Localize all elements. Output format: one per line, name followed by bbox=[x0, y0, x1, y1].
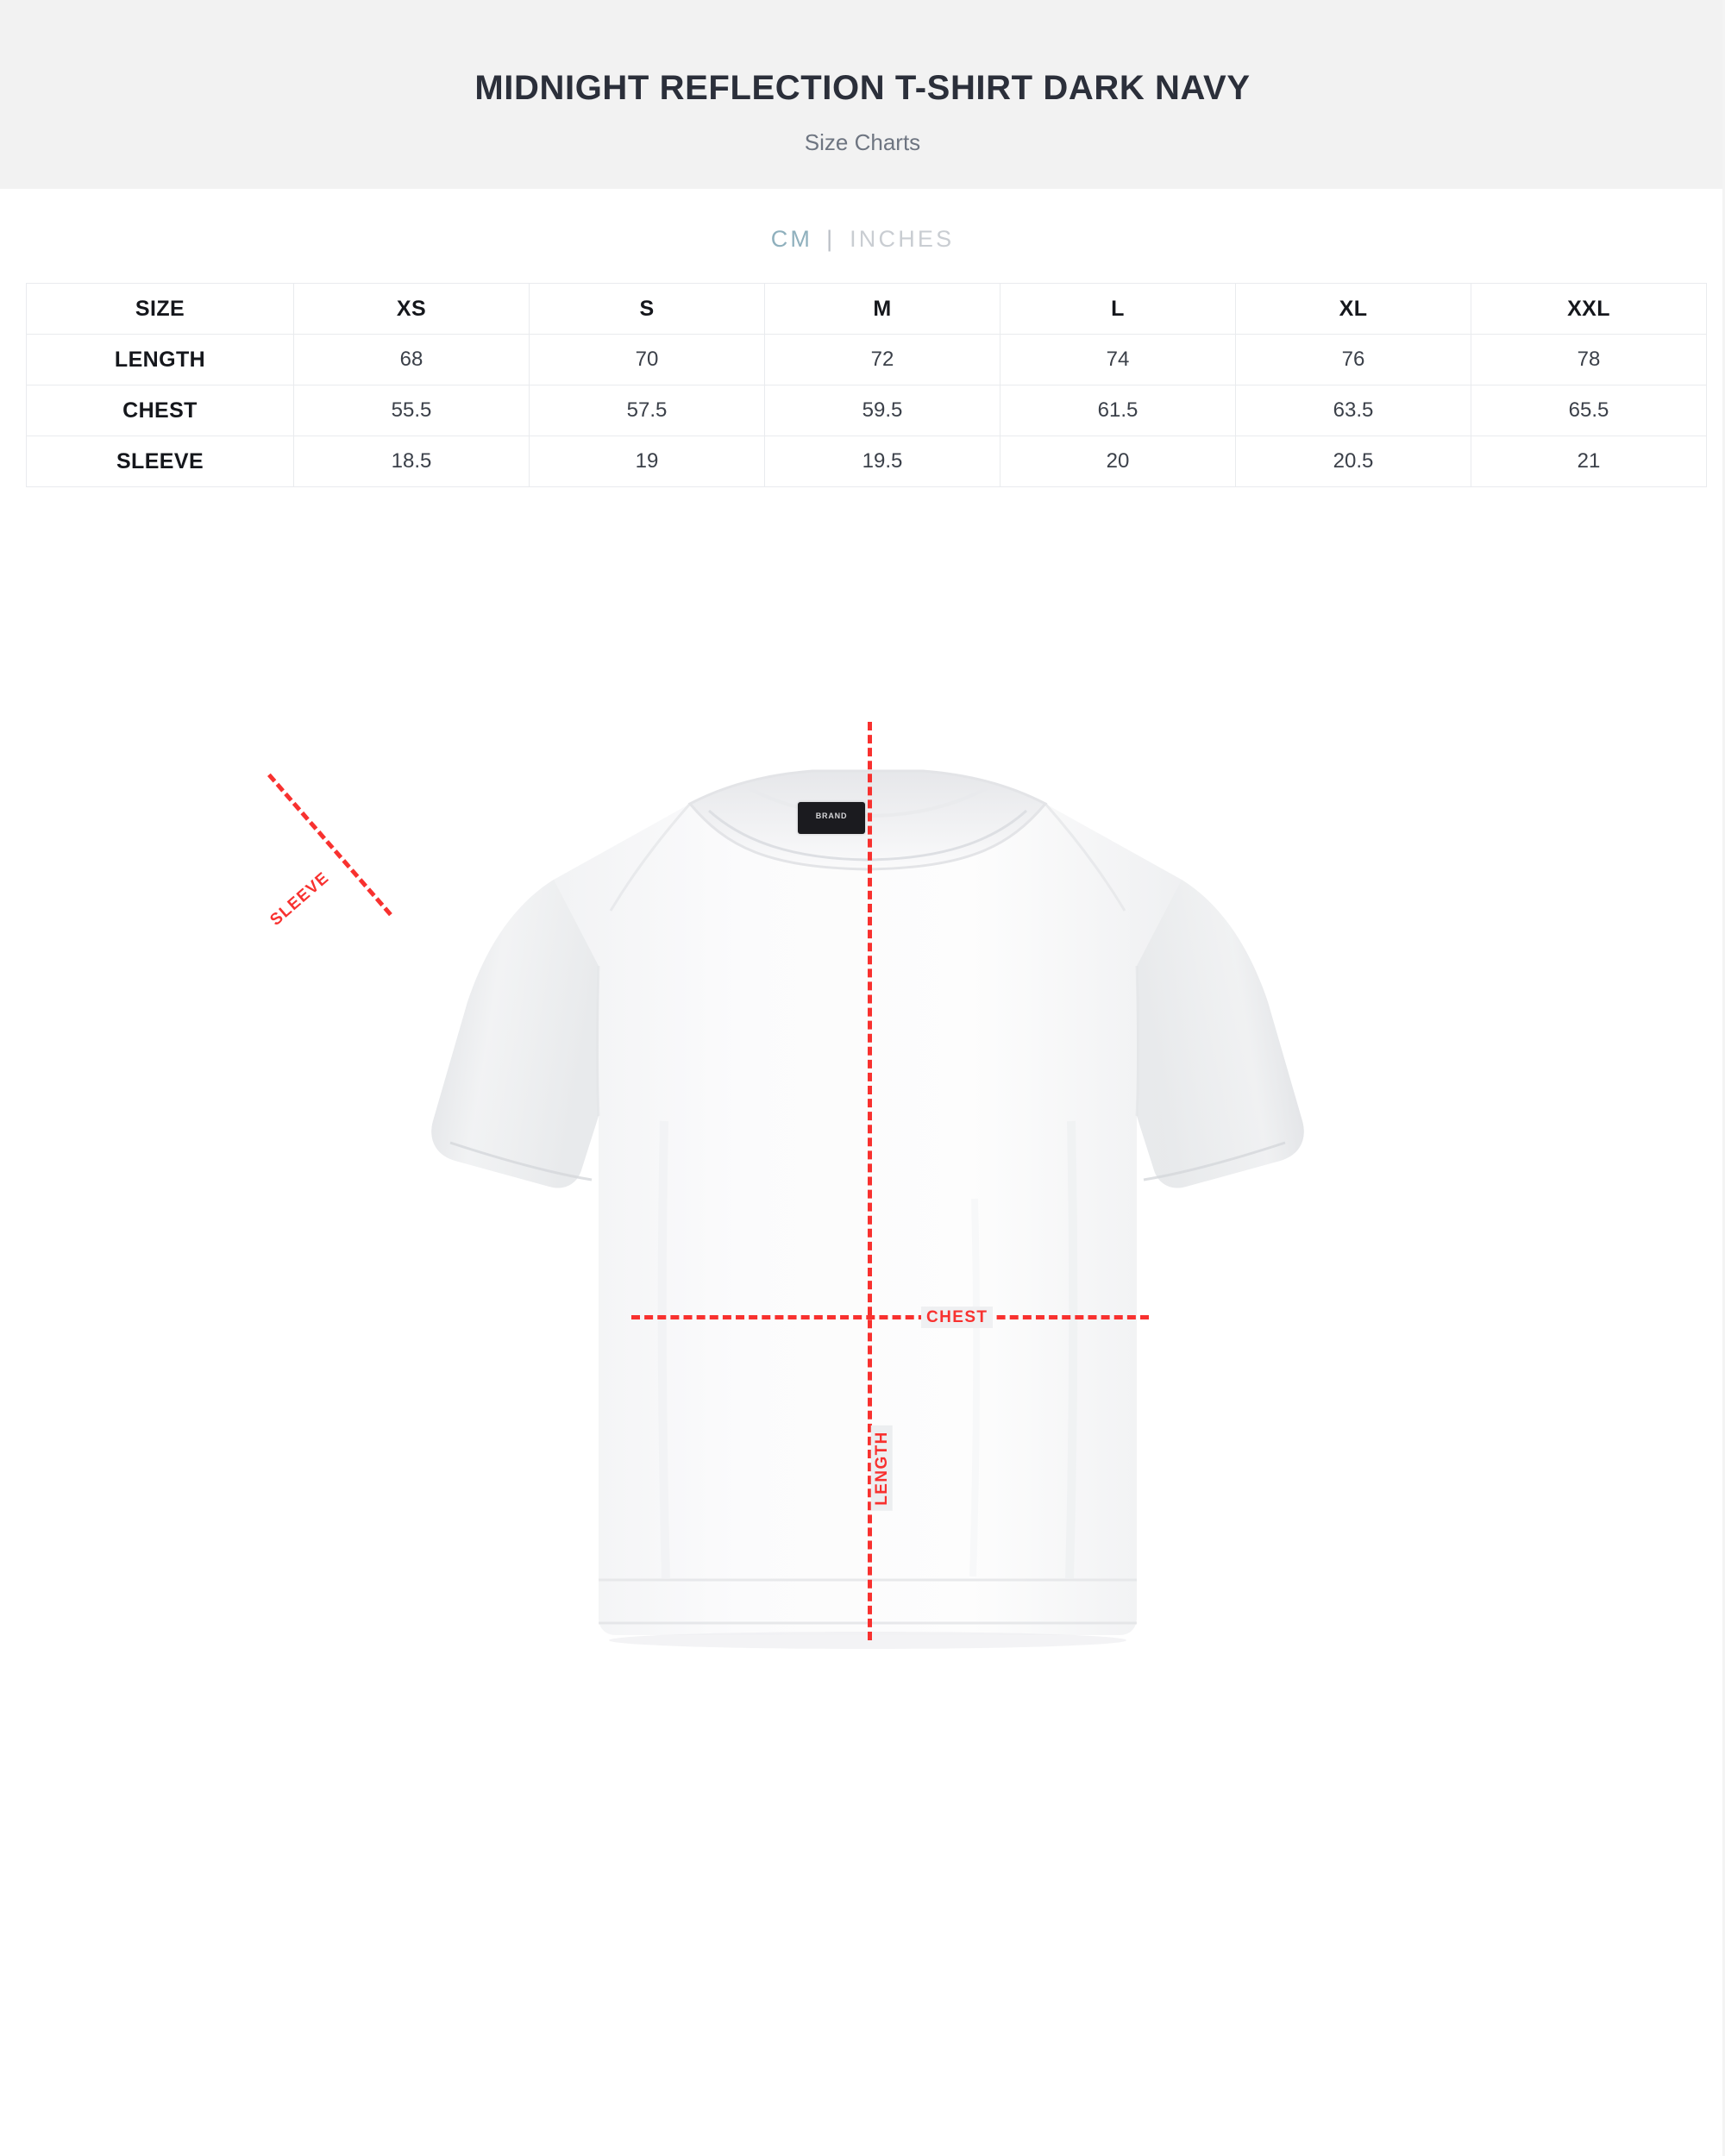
unit-separator: | bbox=[826, 226, 833, 252]
cell-chest-xl: 63.5 bbox=[1235, 385, 1471, 436]
column-header-xs: XS bbox=[293, 283, 530, 335]
unit-option-inches[interactable]: INCHES bbox=[850, 226, 955, 252]
table-row: CHEST 55.5 57.5 59.5 61.5 63.5 65.5 bbox=[26, 385, 1707, 436]
tshirt-diagram: BRAND CHEST LENGTH SLEEVE bbox=[261, 722, 1328, 1664]
column-header-m: M bbox=[764, 283, 1000, 335]
cell-chest-xs: 55.5 bbox=[293, 385, 530, 436]
cell-length-xxl: 78 bbox=[1471, 334, 1707, 385]
cell-sleeve-xs: 18.5 bbox=[293, 436, 530, 487]
table-row: LENGTH 68 70 72 74 76 78 bbox=[26, 334, 1707, 385]
table-row: SLEEVE 18.5 19 19.5 20 20.5 21 bbox=[26, 436, 1707, 487]
cell-length-l: 74 bbox=[1000, 334, 1236, 385]
unit-toggle: CM | INCHES bbox=[0, 228, 1725, 251]
row-label-sleeve: SLEEVE bbox=[26, 436, 294, 487]
cell-sleeve-m: 19.5 bbox=[764, 436, 1000, 487]
chest-measurement-label: CHEST bbox=[921, 1307, 994, 1328]
cell-length-s: 70 bbox=[529, 334, 765, 385]
column-header-s: S bbox=[529, 283, 765, 335]
page-header: MIDNIGHT REFLECTION T-SHIRT DARK NAVY Si… bbox=[0, 0, 1725, 189]
cell-sleeve-xl: 20.5 bbox=[1235, 436, 1471, 487]
cell-sleeve-xxl: 21 bbox=[1471, 436, 1707, 487]
chest-guide-line bbox=[631, 1315, 1149, 1319]
cell-length-xl: 76 bbox=[1235, 334, 1471, 385]
size-chart-table: SIZE XS S M L XL XXL LENGTH 68 70 72 74 … bbox=[26, 283, 1707, 487]
column-header-xxl: XXL bbox=[1471, 283, 1707, 335]
cell-chest-s: 57.5 bbox=[529, 385, 765, 436]
cell-chest-xxl: 65.5 bbox=[1471, 385, 1707, 436]
page-title: MIDNIGHT REFLECTION T-SHIRT DARK NAVY bbox=[474, 69, 1251, 107]
table-header-row: SIZE XS S M L XL XXL bbox=[26, 283, 1707, 335]
neck-label-tag: BRAND bbox=[798, 802, 865, 834]
column-header-xl: XL bbox=[1235, 283, 1471, 335]
product-figure: BRAND CHEST LENGTH SLEEVE bbox=[0, 517, 1725, 1725]
tshirt-illustration bbox=[431, 769, 1304, 1649]
row-label-length: LENGTH bbox=[26, 334, 294, 385]
page-right-edge bbox=[1722, 0, 1725, 2156]
neck-label-text: BRAND bbox=[815, 812, 848, 820]
length-measurement-label: LENGTH bbox=[870, 1426, 893, 1511]
cell-sleeve-s: 19 bbox=[529, 436, 765, 487]
column-header-size: SIZE bbox=[26, 283, 294, 335]
sleeve-guide-line bbox=[267, 773, 392, 917]
cell-length-m: 72 bbox=[764, 334, 1000, 385]
sleeve-measurement-label: SLEEVE bbox=[261, 863, 338, 935]
cell-chest-l: 61.5 bbox=[1000, 385, 1236, 436]
unit-option-cm[interactable]: CM bbox=[770, 226, 813, 252]
cell-length-xs: 68 bbox=[293, 334, 530, 385]
column-header-l: L bbox=[1000, 283, 1236, 335]
page-subtitle: Size Charts bbox=[804, 129, 921, 155]
cell-chest-m: 59.5 bbox=[764, 385, 1000, 436]
cell-sleeve-l: 20 bbox=[1000, 436, 1236, 487]
length-guide-line bbox=[868, 722, 872, 1640]
row-label-chest: CHEST bbox=[26, 385, 294, 436]
